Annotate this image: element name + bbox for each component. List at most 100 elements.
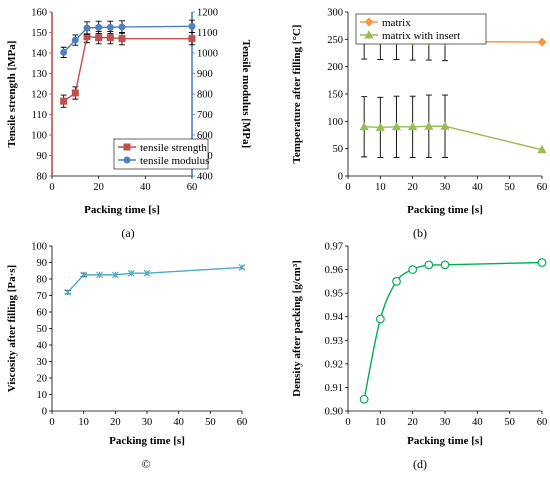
- x-tick-label: 50: [205, 417, 216, 428]
- data-point: [537, 258, 547, 267]
- x-tick-label: 40: [140, 182, 151, 193]
- y-tick-label: 30: [37, 357, 48, 368]
- y-tick-label: 0.91: [325, 383, 343, 394]
- y2-tick-label: 600: [197, 131, 213, 142]
- data-point: [238, 264, 246, 271]
- y-axis-label: Viscosity after filling [Pa·s]: [6, 265, 18, 392]
- y-tick-label: 140: [31, 49, 47, 60]
- legend-swatch-marker: [364, 17, 374, 27]
- x-tick-label: 50: [504, 182, 515, 193]
- y2-tick-label: 1100: [197, 28, 218, 39]
- x-tick-label: 20: [407, 182, 418, 193]
- data-point: [96, 271, 103, 279]
- chart-panel-3: 0 10 20 30 40 50 60 0 10 20 30 40 50 60 70 80 90 100 Packi…: [6, 242, 247, 472]
- y-tick-label: 160: [31, 8, 47, 19]
- data-point: [408, 121, 418, 131]
- data-point: [60, 97, 68, 105]
- data-point: [375, 122, 385, 131]
- y-tick-label: 40: [37, 341, 48, 352]
- data-point: [111, 271, 119, 279]
- x-tick-label: 60: [187, 182, 198, 193]
- panel-caption: (b): [413, 226, 427, 240]
- x-tick-label: 60: [237, 417, 248, 428]
- data-point: [424, 260, 434, 270]
- x-tick-label: 30: [142, 417, 153, 428]
- panel-caption: (d): [413, 457, 427, 471]
- y-tick-label: 0.97: [325, 242, 343, 253]
- y-tick-label: 0.96: [325, 265, 343, 276]
- y-tick-label: 0.94: [325, 312, 344, 323]
- x-tick-label: 30: [440, 417, 451, 428]
- data-point: [95, 34, 103, 42]
- series-line: [63, 35, 192, 102]
- x-tick-label: 30: [440, 182, 451, 193]
- y-tick-label: 90: [37, 151, 48, 162]
- x-axis-label: Packing time [s]: [109, 435, 185, 447]
- y-tick-label: 300: [327, 8, 343, 19]
- y-tick-label: 60: [37, 308, 48, 319]
- y-tick-label: 0.95: [325, 289, 343, 300]
- data-point: [83, 24, 91, 32]
- data-point: [537, 37, 547, 47]
- y-tick-label: 0.93: [325, 336, 343, 347]
- data-point: [188, 35, 196, 43]
- data-point: [391, 121, 402, 131]
- y2-tick-label: 700: [197, 110, 213, 121]
- y-tick-label: 130: [31, 69, 47, 80]
- series-2: [359, 94, 547, 158]
- x-tick-label: 10: [375, 417, 386, 428]
- data-point: [359, 121, 369, 131]
- y-tick-label: 100: [327, 117, 343, 128]
- legend-swatch-marker: [123, 156, 131, 164]
- y-tick-label: 70: [37, 291, 48, 302]
- y2-tick-label: 1200: [197, 8, 218, 19]
- data-point: [424, 121, 434, 130]
- y-tick-label: 100: [31, 242, 47, 253]
- y-tick-label: 90: [37, 258, 48, 269]
- x-tick-label: 0: [345, 417, 350, 428]
- y-tick-label: 250: [327, 35, 343, 46]
- x-axis-label: Packing time [s]: [407, 204, 483, 216]
- data-point: [188, 22, 196, 30]
- data-point: [375, 314, 385, 324]
- y-tick-label: 50: [333, 144, 344, 155]
- data-point: [95, 23, 103, 31]
- y2-tick-label: 800: [197, 90, 213, 101]
- series-2: [60, 19, 196, 58]
- data-point: [408, 265, 418, 274]
- y-tick-label: 200: [327, 62, 343, 73]
- x-tick-label: 50: [504, 417, 515, 428]
- panel-caption: ©: [141, 457, 150, 471]
- data-point: [537, 144, 547, 154]
- y-tick-label: 0.90: [325, 407, 343, 418]
- series-1: [60, 30, 196, 108]
- panel-caption: (a): [121, 226, 134, 240]
- legend-entry: matrix with insert: [382, 30, 460, 42]
- y-axis-label: Temperature after filling [°C]: [291, 25, 303, 164]
- legend-swatch-marker: [364, 30, 374, 39]
- x-tick-label: 20: [407, 417, 418, 428]
- y2-tick-label: 400: [197, 172, 213, 183]
- y-tick-label: 0: [42, 407, 47, 418]
- data-point: [440, 260, 450, 270]
- x-tick-label: 20: [93, 182, 104, 193]
- y-axis-label: Density after packing [g/cm³]: [291, 260, 303, 397]
- series-line: [63, 25, 193, 53]
- x-axis-label: Packing time [s]: [407, 435, 483, 447]
- legend-entry: tensile strength: [140, 142, 207, 154]
- series-1: [359, 258, 547, 404]
- chart-panel-2: 0 10 20 30 40 50 60 0 50 100 150 200 250 300 Packing t…: [291, 8, 547, 241]
- x-tick-label: 40: [472, 417, 483, 428]
- legend-entry: tensile modulus: [140, 155, 209, 167]
- x-axis-label: Packing time [s]: [84, 204, 160, 216]
- chart-panel-4: 0 10 20 30 40 50 60 0.90 0.91 0.92 0.93 0.94 0.95 0.9…: [291, 242, 547, 472]
- y-axis-label: Tensile strength [MPa]: [6, 41, 18, 148]
- x-tick-label: 0: [345, 182, 350, 193]
- x-tick-label: 40: [173, 417, 184, 428]
- y-tick-label: 0: [338, 172, 343, 183]
- legend-entry: matrix: [382, 17, 411, 29]
- data-point: [60, 48, 68, 56]
- y-tick-label: 150: [31, 28, 47, 39]
- y-tick-label: 10: [37, 390, 48, 401]
